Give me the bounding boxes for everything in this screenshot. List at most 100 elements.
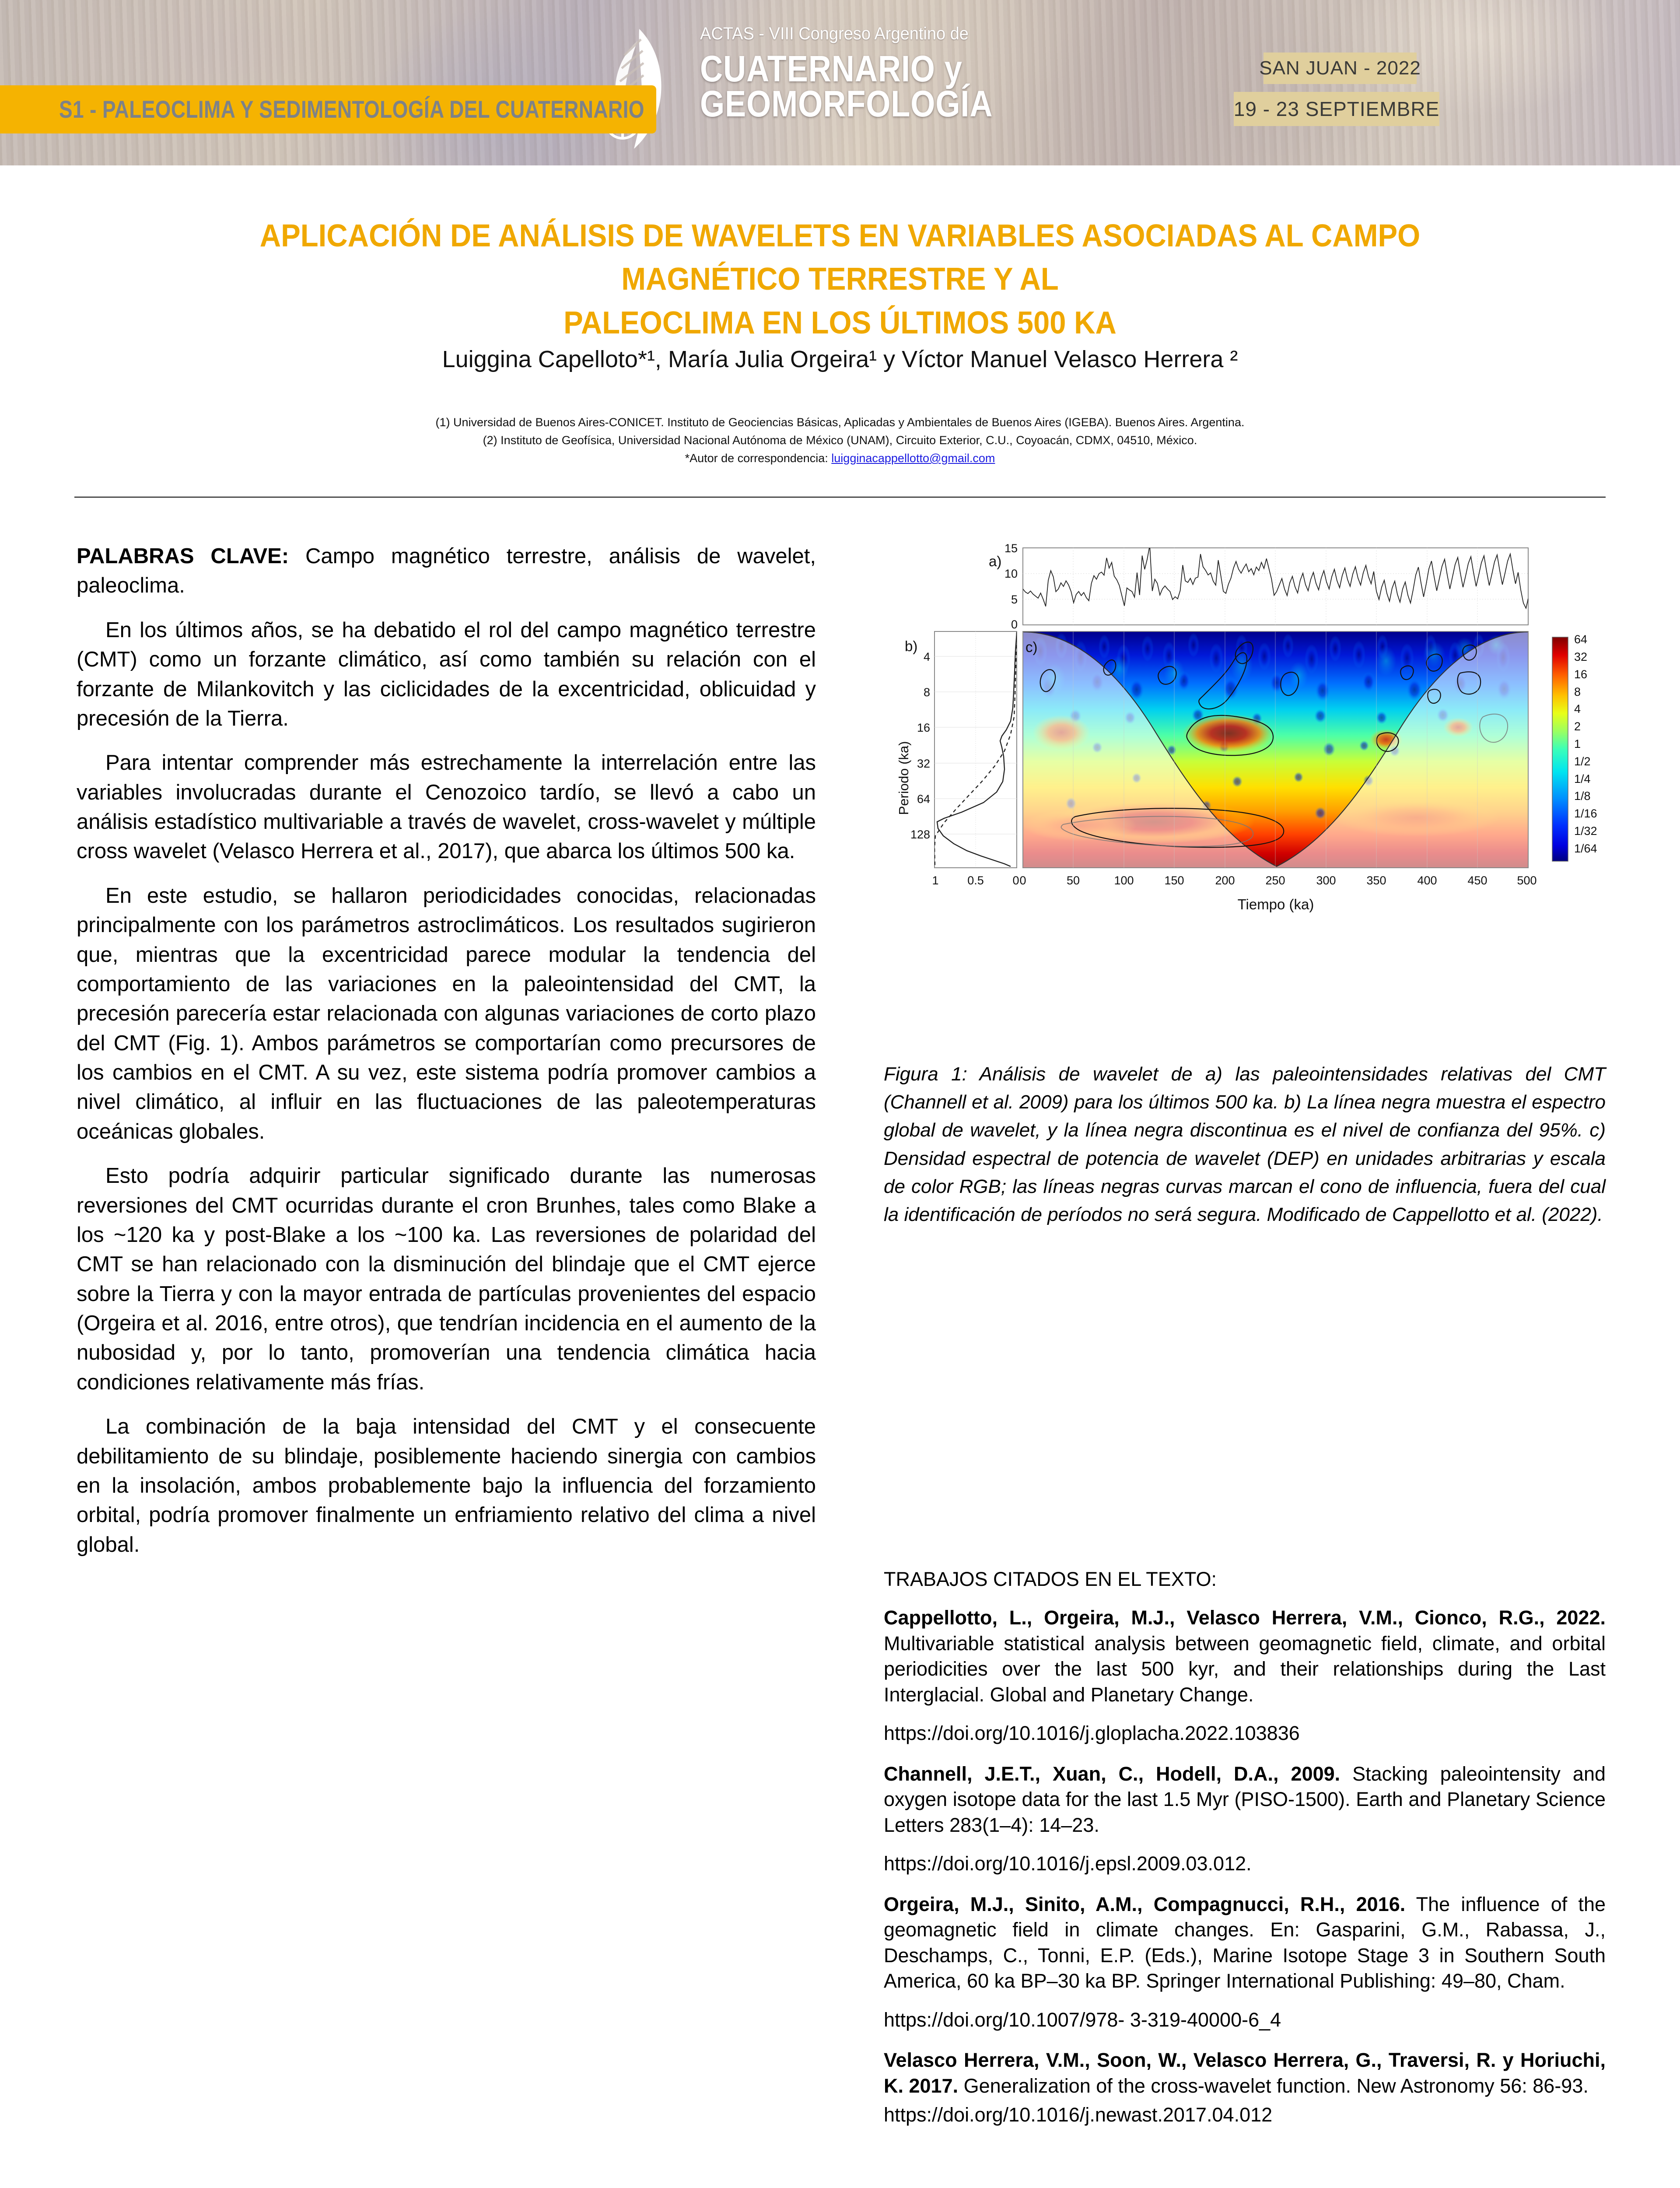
affiliation-1: (1) Universidad de Buenos Aires-CONICET.… — [435, 416, 1245, 429]
significance-contours — [1040, 642, 1481, 848]
badge-date: 19 - 23 SEPTIEMBRE — [1234, 92, 1439, 126]
panel-b-ytick-64: 64 — [917, 792, 930, 806]
congress-title-line2: GEOMORFOLOGÍA — [700, 83, 993, 124]
keywords-label: PALABRAS CLAVE: — [77, 544, 289, 568]
panel-b-ytick-128: 128 — [910, 828, 930, 841]
congress-prefix: ACTAS - VIII Congreso Argentino de — [700, 24, 969, 43]
panel-b-xtick-1: 1 — [932, 874, 938, 887]
colorbar-tick-1-2: 1/2 — [1574, 755, 1591, 768]
congress-title: CUATERNARIO y GEOMORFOLOGÍA — [700, 50, 993, 124]
congress-logo-block: ACTAS - VIII Congreso Argentino de CUATE… — [582, 13, 1439, 158]
page-header-banner: ACTAS - VIII Congreso Argentino de CUATE… — [0, 0, 1680, 168]
panel-b-ylabel: Periodo (ka) — [896, 741, 911, 815]
reference-item-4: Velasco Herrera, V.M., Soon, W., Velasco… — [884, 2048, 1606, 2099]
reference-item-1: Cappellotto, L., Orgeira, M.J., Velasco … — [884, 1605, 1606, 1708]
body-paragraph-4: Esto podría adquirir particular signific… — [77, 1164, 816, 1394]
panel-c-xtick-200: 200 — [1215, 874, 1235, 887]
panel-c-xtick-300: 300 — [1316, 874, 1336, 887]
panel-b-xtick-0p5: 0.5 — [967, 874, 984, 887]
colorbar-tick-16: 16 — [1574, 668, 1587, 681]
panel-a-ytick-10: 10 — [1004, 567, 1018, 580]
reference-2-doi[interactable]: https://doi.org/10.1016/j.epsl.2009.03.0… — [884, 1852, 1252, 1875]
colorbar-tick-1: 1 — [1574, 737, 1581, 750]
references-heading: TRABAJOS CITADOS EN EL TEXTO: — [884, 1568, 1217, 1590]
page-title-line2: PALEOCLIMA EN LOS ÚLTIMOS 500 KA — [564, 305, 1116, 340]
panel-b-ytick-16: 16 — [917, 721, 930, 734]
body-paragraph-5: La combinación de la baja intensidad del… — [77, 1415, 816, 1557]
panel-b-xtick-0: 0 — [1012, 874, 1019, 887]
panel-c: 0 50 100 150 200 250 300 350 400 450 500… — [1019, 631, 1537, 912]
reference-4-rest: Generalization of the cross-wavelet func… — [958, 2074, 1589, 2097]
panel-c-xtick-450: 450 — [1467, 874, 1487, 887]
reference-2-rest: Stacking paleointensity and oxygen isoto… — [884, 1762, 1606, 1836]
authors-text: Luiggina Capelloto*¹, María Julia Orgeir… — [442, 346, 1238, 372]
panel-a-ytick-5: 5 — [1011, 593, 1018, 606]
reference-3-authors: Orgeira, M.J., Sinito, A.M., Compagnucci… — [884, 1893, 1406, 1915]
reference-4-authors: Velasco Herrera, V.M., Soon, W., Velasco… — [884, 2049, 1606, 2097]
panel-a-ytick-0: 0 — [1011, 618, 1018, 631]
panel-a-label: a) — [989, 553, 1001, 569]
page-title: APLICACIÓN DE ANÁLISIS DE WAVELETS EN VA… — [118, 214, 1562, 345]
correspondence-email-link[interactable]: luigginacappellotto@gmail.com — [831, 452, 995, 465]
colorbar-tick-64: 64 — [1574, 633, 1587, 646]
panel-b-ytick-32: 32 — [917, 757, 930, 770]
body-paragraph-2: Para intentar comprender más estrechamen… — [77, 751, 816, 863]
panel-b-ytick-8: 8 — [924, 686, 930, 699]
reference-3-doi[interactable]: https://doi.org/10.1007/978- 3-319-40000… — [884, 2008, 1281, 2031]
panel-b-ytick-4: 4 — [924, 650, 930, 663]
panel-c-label: c) — [1026, 639, 1038, 655]
colorbar-tick-1-32: 1/32 — [1574, 824, 1597, 838]
affiliation-2: (2) Instituto de Geofísica, Universidad … — [483, 434, 1197, 447]
correspondence-line: *Autor de correspondencia: luigginacappe… — [184, 449, 1496, 467]
badge-place: SAN JUAN - 2022 — [1259, 53, 1421, 84]
colorbar-tick-1-64: 1/64 — [1574, 842, 1597, 855]
section-ribbon-label: S1 - PALEOCLIMA Y SEDIMENTOLOGÍA DEL CUA… — [59, 95, 644, 123]
panel-c-xtick-50: 50 — [1067, 874, 1080, 887]
colorbar-tick-2: 2 — [1574, 720, 1581, 733]
reference-3-rest: The influence of the geomagnetic field i… — [884, 1893, 1606, 1992]
reference-1-rest: Multivariable statistical analysis betwe… — [884, 1632, 1606, 1706]
colorbar-tick-1-8: 1/8 — [1574, 789, 1591, 803]
reference-1-authors: Cappellotto, L., Orgeira, M.J., Velasco … — [884, 1606, 1606, 1629]
colorbar-tick-32: 32 — [1574, 650, 1587, 663]
panel-a-ytick-15: 15 — [1004, 542, 1018, 555]
panel-c-xtick-250: 250 — [1265, 874, 1285, 887]
figure-colorbar: 64 32 16 8 4 2 1 1/2 1/4 1/8 1/16 1/32 1… — [1552, 633, 1597, 862]
colorbar-tick-1-16: 1/16 — [1574, 807, 1597, 820]
reference-4-doi[interactable]: https://doi.org/10.1016/j.newast.2017.04… — [884, 2104, 1273, 2126]
panel-c-xlabel: Tiempo (ka) — [1238, 896, 1314, 912]
reference-2-authors: Channell, J.E.T., Xuan, C., Hodell, D.A.… — [884, 1762, 1340, 1785]
header-rule — [74, 497, 1606, 498]
correspondence-label: *Autor de correspondencia: — [685, 452, 832, 465]
panel-b-label: b) — [905, 638, 917, 654]
keywords-text: Campo magnético terrestre, análisis de w… — [77, 544, 816, 598]
congress-title-line1: CUATERNARIO y — [700, 48, 962, 89]
global-wavelet-spectrum-line — [936, 632, 1017, 867]
body-paragraph-1: En los últimos años, se ha debatido el r… — [77, 618, 816, 730]
colorbar-tick-8: 8 — [1574, 685, 1581, 698]
figure-1-canvas: 15 10 5 0 a) — [896, 542, 1597, 912]
panel-c-xtick-400: 400 — [1417, 874, 1437, 887]
header-divider — [0, 165, 1680, 168]
keywords-paragraph: PALABRAS CLAVE: Campo magnético terrestr… — [77, 542, 816, 601]
panel-c-xtick-500: 500 — [1517, 874, 1536, 887]
reference-item-2: Channell, J.E.T., Xuan, C., Hodell, D.A.… — [884, 1761, 1606, 1838]
section-ribbon: S1 - PALEOCLIMA Y SEDIMENTOLOGÍA DEL CUA… — [0, 85, 656, 133]
panel-c-xtick-0: 0 — [1019, 874, 1026, 887]
body-right-column: 15 10 5 0 a) — [884, 542, 1606, 2126]
page-title-line1: APLICACIÓN DE ANÁLISIS DE WAVELETS EN VA… — [259, 218, 1421, 297]
reference-1-doi[interactable]: https://doi.org/10.1016/j.gloplacha.2022… — [884, 1722, 1300, 1744]
colorbar-tick-1-4: 1/4 — [1574, 772, 1591, 785]
panel-c-xtick-100: 100 — [1114, 874, 1134, 887]
references-list: Cappellotto, L., Orgeira, M.J., Velasco … — [884, 1605, 1606, 2128]
panel-c-xtick-350: 350 — [1366, 874, 1386, 887]
body-left-column: PALABRAS CLAVE: Campo magnético terrestr… — [77, 542, 816, 1574]
panel-a: 15 10 5 0 a) — [989, 542, 1529, 631]
panel-b: 4 8 16 32 64 128 1 0.5 0 Periodo (ka) b) — [896, 631, 1019, 887]
confidence-95-line — [934, 631, 1017, 867]
panel-c-xtick-150: 150 — [1164, 874, 1184, 887]
body-paragraph-3: En este estudio, se hallaron periodicida… — [77, 884, 816, 1143]
reference-item-3: Orgeira, M.J., Sinito, A.M., Compagnucci… — [884, 1892, 1606, 1994]
authors-line: Luiggina Capelloto*¹, María Julia Orgeir… — [118, 346, 1562, 373]
affiliations-block: (1) Universidad de Buenos Aires-CONICET.… — [184, 414, 1496, 467]
